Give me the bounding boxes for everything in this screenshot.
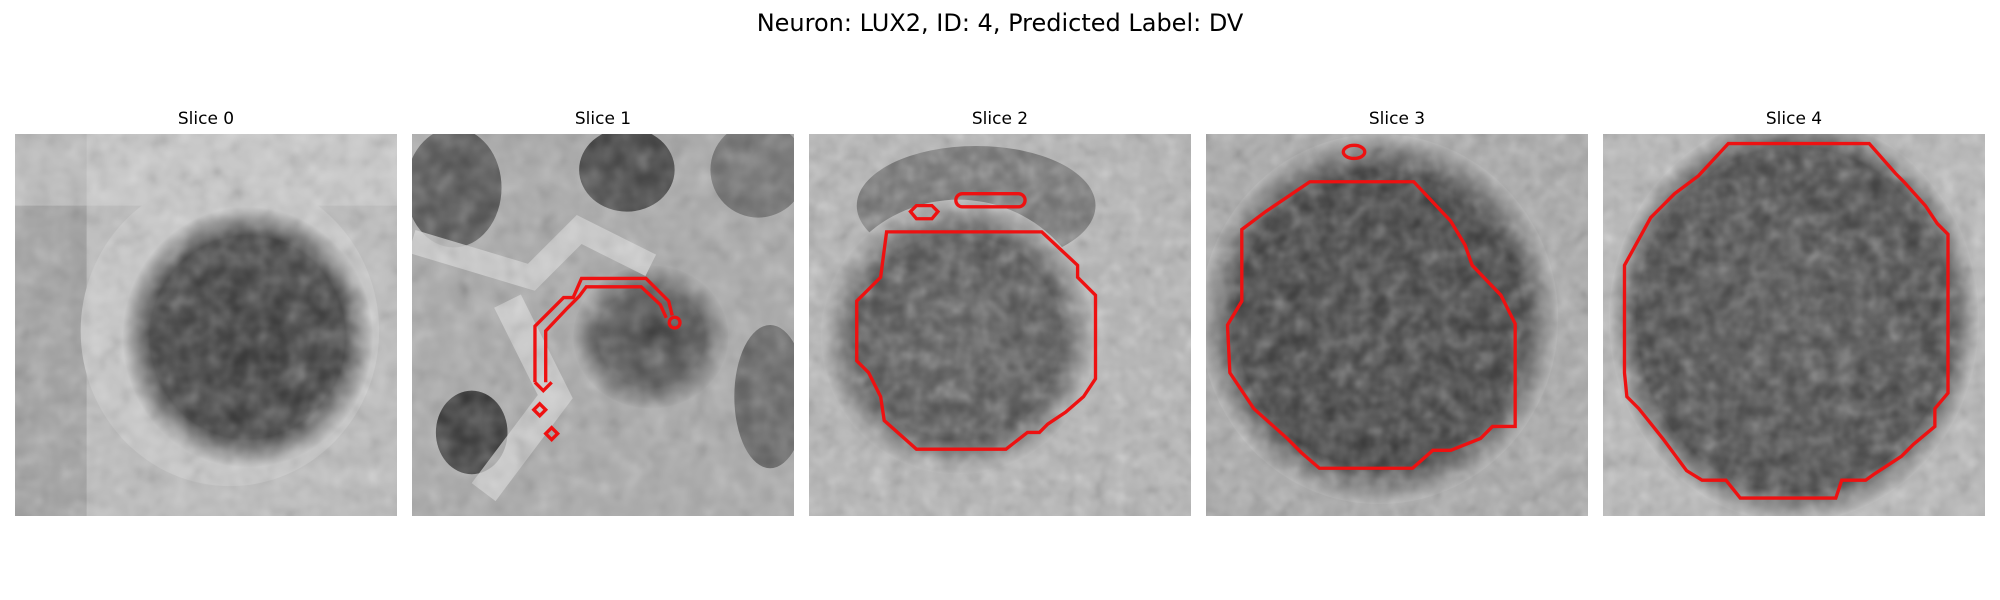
slice-1-image — [412, 134, 794, 516]
figure-title: Neuron: LUX2, ID: 4, Predicted Label: DV — [0, 8, 2000, 38]
slice-2-image — [809, 134, 1191, 516]
slice-3-title: Slice 3 — [1206, 108, 1588, 130]
slice-2-title: Slice 2 — [809, 108, 1191, 130]
slice-4-image — [1603, 134, 1985, 516]
slice-3-image — [1206, 134, 1588, 516]
slice-0-title: Slice 0 — [15, 108, 397, 130]
slice-1-title: Slice 1 — [412, 108, 794, 130]
slice-4-title: Slice 4 — [1603, 108, 1985, 130]
slice-0-image — [15, 134, 397, 516]
